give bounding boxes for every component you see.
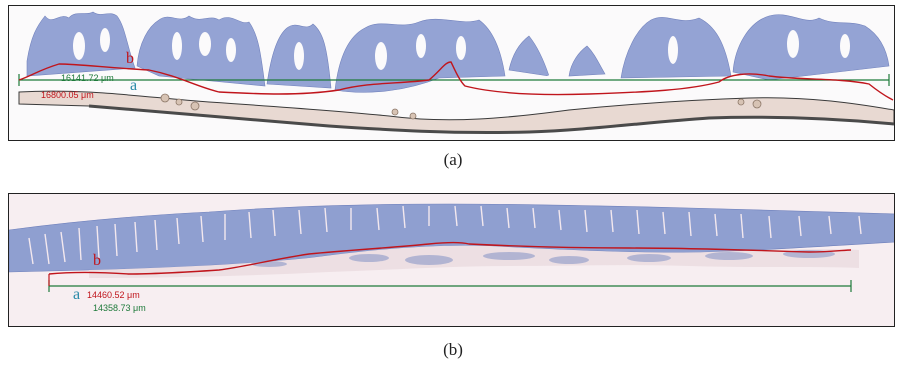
- submucosa-b: [89, 245, 859, 278]
- histology-panel-b: b a 14460.52 μm 14358.73 μm: [8, 193, 895, 327]
- red-trace-line-a: [18, 61, 894, 101]
- label-b-a: b: [126, 50, 134, 67]
- label-b-b: b: [93, 252, 101, 269]
- tissue-image-b: [9, 203, 894, 292]
- crypt-lumens-a: [73, 28, 850, 98]
- tissue-image-a: [18, 11, 894, 135]
- label-a-b: a: [73, 286, 81, 303]
- caption-b: (b): [443, 340, 463, 359]
- serosa-edge-a: [88, 104, 894, 135]
- measure-green-b: 14358.73 μm: [93, 303, 146, 313]
- crypt-texture-b: [28, 205, 862, 265]
- measure-red-a: 16800.05 μm: [41, 90, 94, 100]
- label-a-a: a: [130, 77, 138, 94]
- measure-red-b: 14460.52 μm: [87, 290, 140, 300]
- vessels-a: [160, 93, 762, 120]
- caption-a: (a): [443, 150, 463, 169]
- red-trace-line-b: [48, 241, 852, 275]
- histology-panel-a: b a 16141.72 μm 16800.05 μm: [8, 5, 895, 141]
- measure-green-a: 16141.72 μm: [61, 73, 114, 83]
